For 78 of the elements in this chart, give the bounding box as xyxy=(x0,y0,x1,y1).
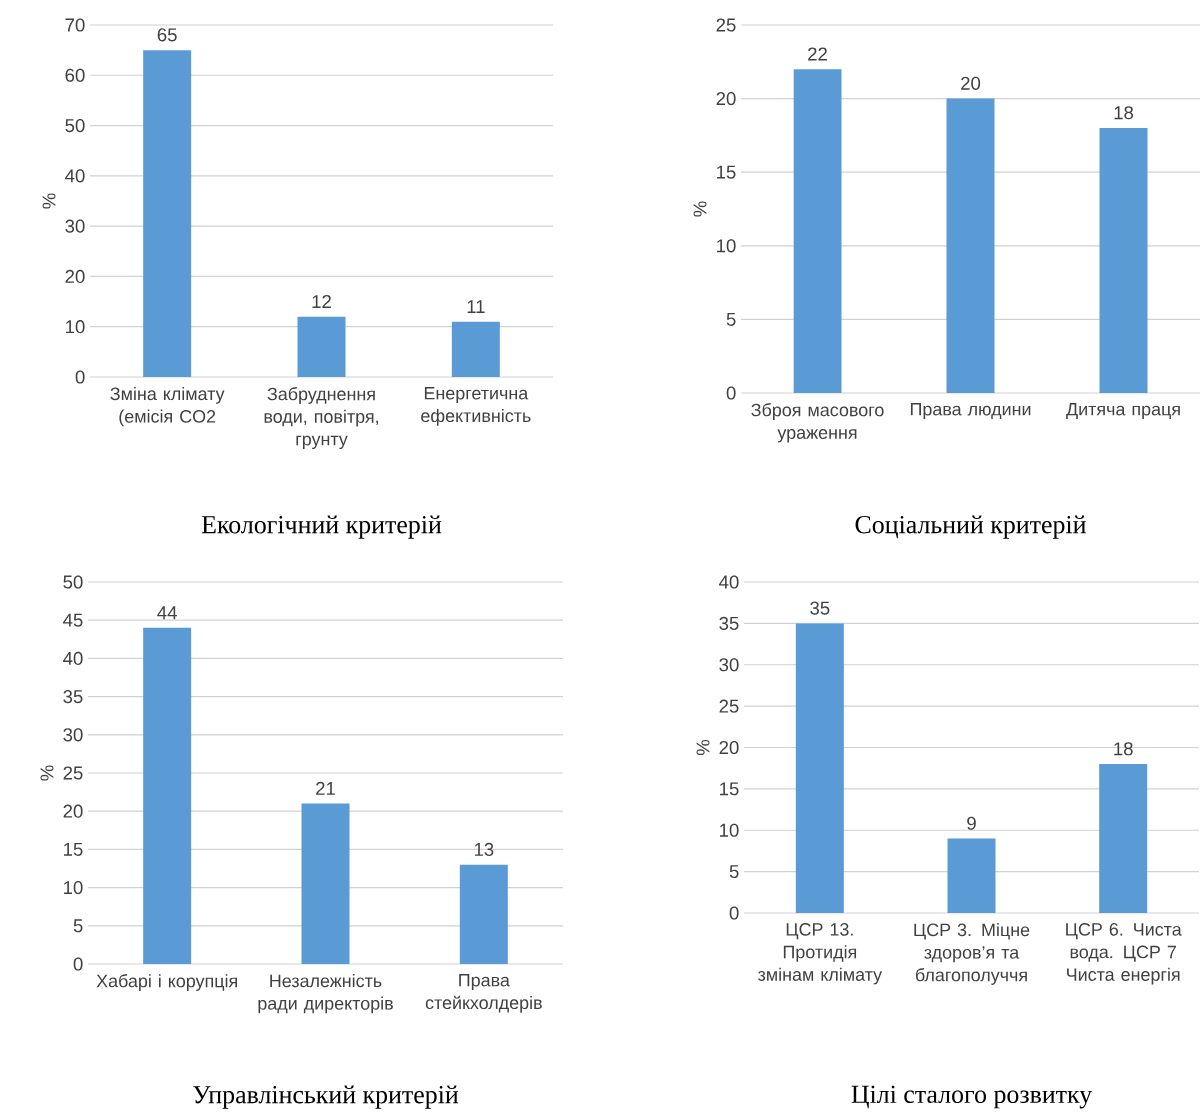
data-label: 20 xyxy=(961,76,981,90)
bar xyxy=(1099,128,1148,393)
y-axis-title: % xyxy=(40,765,54,781)
x-tick-label: Забруднення води, повітря, грунту xyxy=(264,387,378,450)
bar xyxy=(946,98,995,393)
text: Екологічний критерій xyxy=(201,515,442,539)
y-tick-label: 30 xyxy=(65,219,85,233)
x-tick-label: Права людини xyxy=(910,403,1031,420)
x-tick-label: Права стейкхолдерів xyxy=(425,974,542,1013)
data-label: 18 xyxy=(1114,742,1133,756)
y-tick-label: 40 xyxy=(719,575,739,589)
y-tick-label: 35 xyxy=(63,690,83,704)
x-tick-label: ЦСР 13. Протидія змінам клімату xyxy=(758,923,883,985)
y-tick-label: 20 xyxy=(63,804,83,818)
data-label: 12 xyxy=(312,294,331,308)
bar xyxy=(143,627,192,964)
y-tick-label: 5 xyxy=(726,312,736,326)
bar xyxy=(1099,764,1148,913)
data-label: 21 xyxy=(316,781,335,795)
y-tick-label: 20 xyxy=(716,91,736,106)
y-axis-title: % xyxy=(42,193,56,209)
y-tick-label: 10 xyxy=(66,320,85,334)
data-label: 44 xyxy=(157,606,177,620)
y-tick-label: 45 xyxy=(63,613,83,627)
text: Цілі сталого розвитку xyxy=(851,1085,1093,1109)
x-tick-label: Енергетична ефективність xyxy=(421,387,531,426)
y-tick-label: 30 xyxy=(63,728,83,742)
y-tick-label: 20 xyxy=(719,740,739,755)
bar xyxy=(143,50,192,377)
y-tick-label: 5 xyxy=(729,865,739,879)
y-tick-label: 10 xyxy=(717,239,736,253)
y-tick-label: 25 xyxy=(719,699,739,713)
y-tick-label: 30 xyxy=(719,658,739,672)
bar xyxy=(297,316,346,377)
y-tick-label: 0 xyxy=(75,370,85,384)
y-tick-label: 15 xyxy=(717,165,736,179)
x-tick-label: ЦСР 3. Міцне здоров’я та благополуччя xyxy=(914,923,1030,985)
bar xyxy=(301,803,350,964)
x-tick-label: Дитяча праця xyxy=(1066,403,1180,420)
y-tick-label: 15 xyxy=(720,782,739,796)
x-tick-label: Зброя масового ураження xyxy=(751,403,884,443)
data-label: 35 xyxy=(810,601,830,615)
y-tick-label: 70 xyxy=(65,18,85,32)
bar xyxy=(795,623,844,913)
y-tick-label: 60 xyxy=(65,68,85,82)
y-tick-label: 0 xyxy=(73,957,83,971)
y-tick-label: 0 xyxy=(729,906,739,920)
text: Соціальний критерій xyxy=(855,515,1086,539)
y-tick-label: 10 xyxy=(64,881,83,895)
bar xyxy=(793,69,842,393)
y-axis-title: % xyxy=(696,739,710,756)
y-tick-label: 5 xyxy=(73,919,83,933)
x-tick-label: ЦСР 6. Чиста вода. ЦСР 7 Чиста енергія xyxy=(1066,923,1182,985)
data-label: 11 xyxy=(467,300,485,313)
y-tick-label: 20 xyxy=(65,269,85,284)
y-tick-label: 40 xyxy=(63,651,83,665)
y-tick-label: 50 xyxy=(65,118,85,133)
y-tick-label: 10 xyxy=(720,823,739,837)
y-tick-label: 0 xyxy=(726,386,736,400)
bar xyxy=(459,864,508,964)
data-label: 22 xyxy=(808,47,827,61)
text: Управлінський критерій xyxy=(193,1085,459,1109)
bar xyxy=(451,321,500,377)
y-tick-label: 25 xyxy=(716,18,736,32)
data-label: 9 xyxy=(967,816,976,830)
x-tick-label: Зміна клімату (емісія CO2 xyxy=(110,387,225,427)
y-tick-label: 35 xyxy=(719,616,739,630)
data-label: 13 xyxy=(474,842,494,856)
data-label: 65 xyxy=(157,28,177,42)
y-tick-label: 50 xyxy=(63,575,83,589)
bar xyxy=(947,838,996,913)
x-tick-label: Хабарі і корупція xyxy=(96,974,237,991)
y-axis-title: % xyxy=(693,201,707,217)
y-tick-label: 25 xyxy=(63,766,83,780)
y-tick-label: 15 xyxy=(64,842,83,856)
x-tick-label: Незалежність ради директорів xyxy=(258,974,393,1014)
data-label: 18 xyxy=(1114,106,1134,120)
y-tick-label: 40 xyxy=(65,169,85,183)
